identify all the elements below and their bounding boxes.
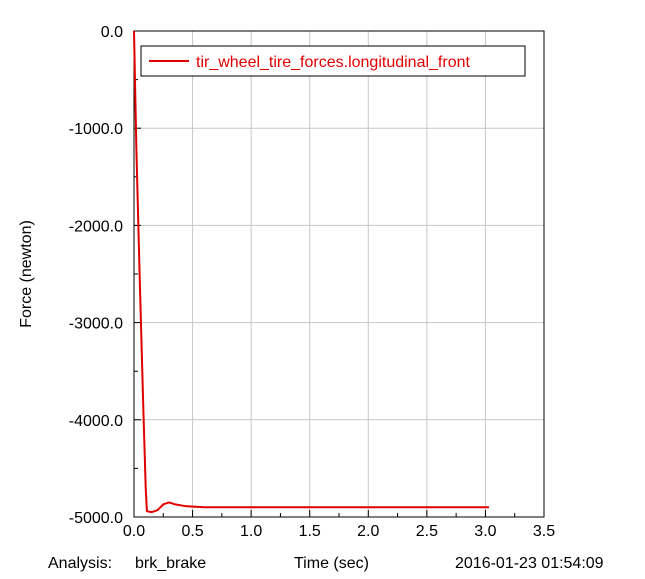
y-axis-title: Force (newton) (18, 220, 35, 328)
timestamp: 2016-01-23 01:54:09 (455, 555, 604, 572)
x-tick-label: 3.0 (474, 523, 496, 540)
tick-labels: 0.0 0.5 1.0 1.5 2.0 2.5 3.0 3.5 0.0 -1000.0 -2000.… (69, 24, 555, 540)
series-line (133, 30, 489, 514)
minor-ticks (133, 30, 545, 518)
series-layer (133, 30, 489, 514)
grid-lines (134, 31, 544, 517)
x-tick-label: 2.5 (416, 523, 438, 540)
y-tick-label: 0.0 (101, 24, 123, 41)
legend-label: tir_wheel_tire_forces.longitudinal_front (196, 54, 470, 71)
x-tick-label: 1.0 (240, 523, 262, 540)
legend-box (140, 45, 526, 77)
x-tick-label: 3.5 (533, 523, 555, 540)
y-tick-label: -1000.0 (69, 121, 123, 138)
y-tick-label: -4000.0 (69, 413, 123, 430)
analysis-label: Analysis: (48, 555, 113, 572)
x-tick-label: 1.5 (299, 523, 321, 540)
y-tick-label: -2000.0 (69, 218, 123, 235)
y-tick-label: -5000.0 (69, 510, 123, 527)
x-tick-label: 2.0 (357, 523, 379, 540)
analysis-name: brk_brake (135, 555, 207, 572)
x-tick-label: 0.5 (181, 523, 203, 540)
y-tick-label: -3000.0 (69, 316, 123, 333)
x-tick-label: 0.0 (123, 523, 145, 540)
x-axis-title: Time (sec) (294, 555, 369, 572)
plot-frame (133, 30, 545, 518)
legend: tir_wheel_tire_forces.longitudinal_front (140, 45, 526, 77)
